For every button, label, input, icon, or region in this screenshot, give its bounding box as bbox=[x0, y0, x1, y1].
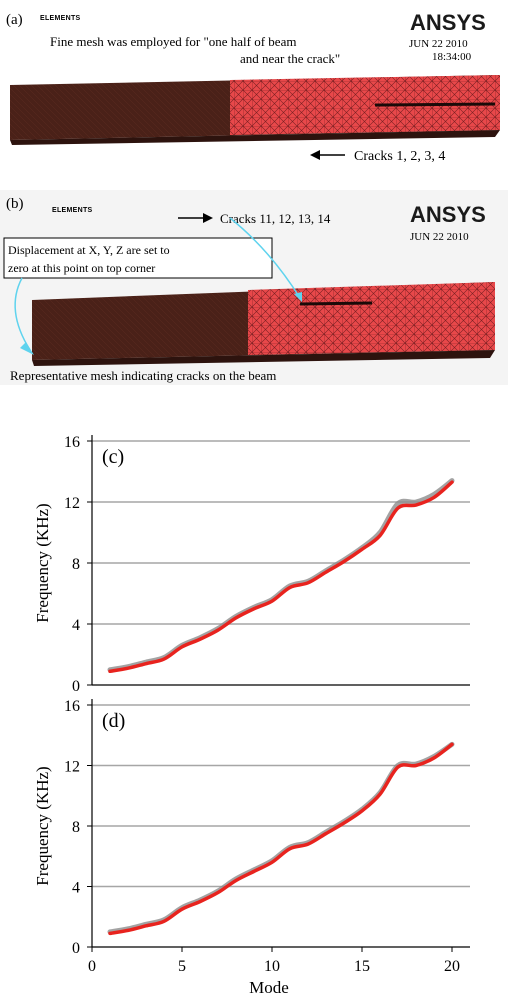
panel-b-figure: (b) ELEMENTS Cracks 11, 12, 13, 14 ANSYS… bbox=[0, 190, 508, 385]
y-tick-label: 0 bbox=[72, 940, 80, 957]
y-tick-label: 16 bbox=[64, 698, 80, 715]
panel-b: (b) ELEMENTS Cracks 11, 12, 13, 14 ANSYS… bbox=[0, 190, 508, 390]
panel-a-note-line1: Fine mesh was employed for "one half of … bbox=[50, 34, 296, 49]
x-tick-label: 0 bbox=[88, 958, 96, 975]
panel-a-date: JUN 22 2010 bbox=[409, 38, 468, 50]
panel-b-annotation-arrows bbox=[14, 217, 302, 355]
panel-b-boundary-note: Displacement at X, Y, Z are set to zero … bbox=[3, 237, 273, 279]
x-axis-label: Mode bbox=[249, 978, 289, 997]
x-tick-label: 10 bbox=[264, 958, 280, 975]
panel-b-cracks-label: Cracks 11, 12, 13, 14 bbox=[220, 211, 331, 226]
y-tick-label: 4 bbox=[72, 880, 80, 897]
panel-a-cracks-arrow bbox=[310, 150, 345, 160]
panel-a-figure: (a) ELEMENTS ANSYS JUN 22 2010 18:34:00 … bbox=[6, 10, 500, 164]
series-line-gray bbox=[107, 741, 455, 935]
panel-a-time: 18:34:00 bbox=[432, 51, 472, 63]
panel-b-elements-label: ELEMENTS bbox=[52, 207, 93, 214]
y-tick-label: 12 bbox=[64, 759, 80, 776]
chart-d: 0 4 8 12 16 0 5 10 15 20 (d) Frequency (KHz) Mode bbox=[33, 698, 470, 997]
panel-b-ansys-logo: ANSYS bbox=[410, 202, 486, 227]
y-tick-label: 0 bbox=[72, 678, 80, 695]
y-tick-label: 16 bbox=[64, 434, 80, 451]
y-tick-label: 4 bbox=[72, 617, 80, 634]
panel-a-crack-line bbox=[374, 102, 496, 107]
charts-area: 0 4 8 12 16 (c) Frequency (KHz) 0 4 8 12 16 0 5 10 15 20… bbox=[0, 415, 508, 1001]
y-tick-label: 12 bbox=[64, 495, 80, 512]
panel-a-cracks-label: Cracks 1, 2, 3, 4 bbox=[354, 149, 445, 164]
panel-b-box-line1: Displacement at X, Y, Z are set to bbox=[8, 243, 170, 257]
chart-panel-label: (d) bbox=[102, 710, 125, 732]
charts-svg: 0 4 8 12 16 (c) Frequency (KHz) 0 4 8 12 16 0 5 10 15 20… bbox=[33, 434, 470, 997]
panel-a-label: (a) bbox=[6, 12, 23, 28]
y-tick-label: 8 bbox=[72, 819, 80, 836]
y-axis-label: Frequency (KHz) bbox=[33, 766, 52, 885]
x-tick-label: 5 bbox=[178, 958, 186, 975]
panel-a-beam bbox=[10, 75, 500, 145]
x-tick-label: 20 bbox=[444, 958, 460, 975]
y-tick-label: 8 bbox=[72, 556, 80, 573]
chart-c: 0 4 8 12 16 (c) Frequency (KHz) bbox=[33, 434, 470, 695]
panel-a: (a) ELEMENTS ANSYS JUN 22 2010 18:34:00 … bbox=[0, 0, 508, 190]
panel-a-ansys-logo: ANSYS bbox=[410, 10, 486, 35]
panel-b-crack-line bbox=[299, 301, 373, 306]
panel-a-note-line2: and near the crack" bbox=[240, 51, 340, 66]
panel-b-date: JUN 22 2010 bbox=[410, 231, 469, 243]
panel-b-box-line2: zero at this point on top corner bbox=[8, 261, 155, 275]
panel-b-beam bbox=[32, 282, 495, 366]
panel-b-cracks-arrow bbox=[178, 213, 213, 223]
x-tick-label: 15 bbox=[354, 958, 370, 975]
panel-a-elements-label: ELEMENTS bbox=[40, 15, 81, 22]
series-line-red bbox=[108, 742, 454, 936]
panel-b-caption: Representative mesh indicating cracks on… bbox=[10, 368, 276, 383]
chart-panel-label: (c) bbox=[102, 446, 124, 468]
series-line-gray bbox=[107, 478, 455, 673]
panel-b-label: (b) bbox=[6, 196, 24, 212]
series-line-red bbox=[108, 480, 454, 674]
y-axis-label: Frequency (KHz) bbox=[33, 503, 52, 622]
